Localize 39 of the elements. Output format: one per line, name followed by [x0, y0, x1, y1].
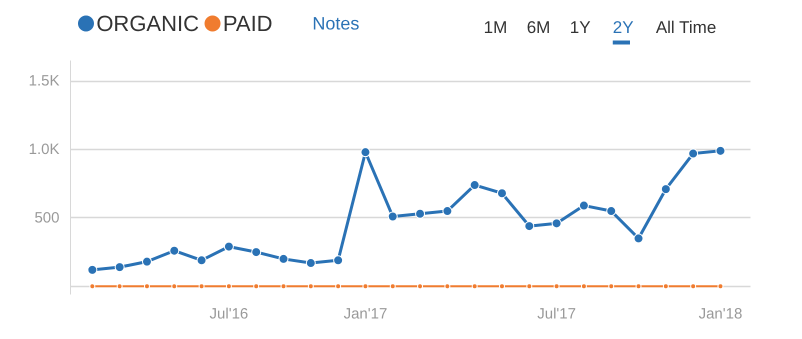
- point: [470, 180, 480, 190]
- legend-label: ORGANIC: [96, 11, 200, 36]
- y-tick-label: 500: [34, 209, 60, 226]
- point: [442, 206, 452, 216]
- point: [360, 147, 370, 158]
- point: [87, 264, 98, 275]
- point: [278, 254, 289, 264]
- point: [660, 184, 671, 194]
- point: [415, 208, 426, 219]
- text: 1M: [484, 18, 508, 37]
- point: [388, 212, 398, 222]
- point: [715, 146, 726, 156]
- text: All Time: [656, 18, 716, 37]
- text: 2Y: [612, 18, 634, 37]
- point: [524, 221, 534, 232]
- y-tick-label: 1.5K: [28, 72, 60, 90]
- text: 6M: [526, 18, 550, 37]
- x-tick-label: Jul'17: [537, 306, 576, 322]
- point: [496, 188, 507, 198]
- point: [169, 246, 180, 256]
- legend-label: PAID: [222, 11, 273, 36]
- text: Notes: [312, 14, 360, 34]
- x-tick-label: Jul'16: [210, 306, 248, 322]
- x-tick-label: Jan'18: [698, 306, 742, 322]
- point: [196, 255, 207, 266]
- point: [688, 148, 698, 159]
- point: [142, 256, 152, 267]
- y-tick-label: 1.0K: [28, 140, 60, 158]
- text: 1Y: [570, 18, 591, 37]
- point: [306, 258, 316, 268]
- point: [552, 218, 562, 228]
- point: [114, 262, 125, 272]
- x-tick-label: Jan'17: [344, 306, 388, 322]
- point: [251, 247, 262, 258]
- point: [606, 206, 616, 216]
- point: [578, 200, 589, 211]
- point: [634, 233, 644, 244]
- point: [224, 242, 234, 252]
- point: [333, 255, 344, 266]
